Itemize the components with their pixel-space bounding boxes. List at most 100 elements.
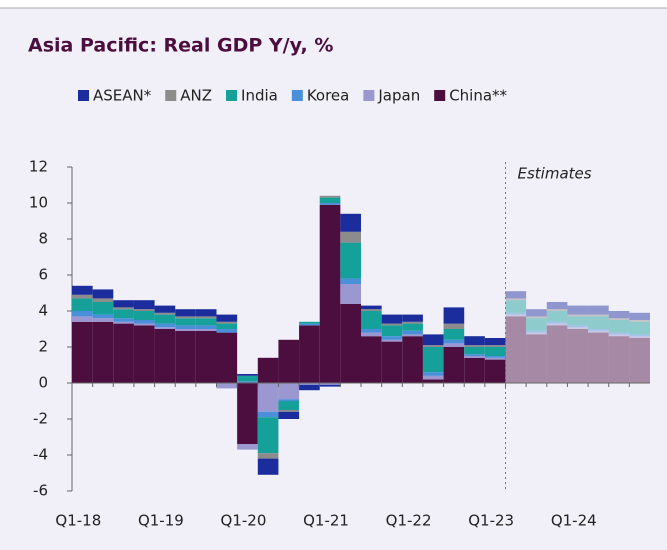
bar-segment bbox=[484, 357, 506, 360]
bar-segment bbox=[257, 453, 279, 459]
bar-segment bbox=[72, 316, 93, 322]
bar-segment bbox=[340, 242, 361, 279]
bar-segment bbox=[422, 334, 444, 346]
bar-segment bbox=[546, 323, 568, 326]
bar-segment bbox=[381, 341, 403, 383]
bar-segment bbox=[92, 298, 114, 302]
bar-segment bbox=[257, 417, 279, 454]
bar-segment bbox=[526, 316, 547, 319]
bar-segment bbox=[257, 357, 279, 383]
bar-segment bbox=[133, 325, 155, 383]
legend-swatch bbox=[165, 90, 177, 101]
bar-segment bbox=[567, 327, 589, 329]
bar-segment bbox=[588, 305, 609, 315]
bar-segment bbox=[237, 383, 258, 445]
bar-segment bbox=[257, 383, 279, 412]
bar-segment bbox=[72, 298, 93, 311]
bar-segment bbox=[278, 399, 300, 401]
bar-segment bbox=[567, 314, 589, 317]
bar-segment bbox=[629, 312, 650, 320]
chart-title: Asia Pacific: Real GDP Y/y, % bbox=[28, 35, 333, 57]
bar-segment bbox=[629, 320, 650, 322]
bar-segment bbox=[546, 302, 568, 310]
bar-segment bbox=[464, 336, 485, 346]
bar-segment bbox=[629, 321, 650, 335]
bar-segment bbox=[464, 357, 485, 383]
bar-segment bbox=[505, 312, 527, 315]
bar-segment bbox=[195, 330, 217, 383]
y-tick-label: 0 bbox=[38, 374, 48, 392]
bar-segment bbox=[72, 311, 93, 317]
bar-segment bbox=[133, 320, 155, 324]
legend-label: China** bbox=[449, 87, 507, 105]
bar-segment bbox=[526, 330, 547, 333]
bar-segment bbox=[319, 203, 341, 205]
bar-segment bbox=[319, 195, 341, 198]
y-tick-label: 6 bbox=[38, 266, 48, 284]
y-tick-label: -4 bbox=[33, 446, 48, 464]
bar-segment bbox=[422, 372, 444, 376]
bar-segment bbox=[526, 334, 547, 383]
y-tick-label: -2 bbox=[33, 410, 48, 428]
bar-segment bbox=[629, 336, 650, 338]
bar-segment bbox=[92, 302, 114, 315]
bar-segment bbox=[526, 332, 547, 335]
bar-segment bbox=[278, 411, 300, 419]
bar-segment bbox=[175, 309, 196, 317]
bar-segment bbox=[154, 329, 176, 383]
bar-segment bbox=[113, 307, 134, 310]
bar-segment bbox=[588, 314, 609, 317]
bar-segment bbox=[588, 316, 609, 329]
bar-segment bbox=[113, 309, 134, 319]
bar-segment bbox=[443, 323, 465, 329]
bar-segment bbox=[402, 336, 423, 383]
bar-segment bbox=[237, 374, 258, 376]
bar-segment bbox=[464, 354, 485, 356]
y-tick-label: 10 bbox=[29, 194, 48, 212]
bar-segment bbox=[113, 321, 134, 324]
bar-segment bbox=[299, 383, 320, 385]
bar-segment bbox=[443, 307, 465, 324]
bar-segment bbox=[278, 401, 300, 410]
bar-segment bbox=[113, 318, 134, 322]
bar-segment bbox=[567, 329, 589, 383]
bar-segment bbox=[340, 278, 361, 284]
bar-segment bbox=[464, 345, 485, 347]
x-tick-label: Q1-18 bbox=[55, 512, 101, 530]
y-tick-label: -6 bbox=[33, 482, 48, 500]
bar-segment bbox=[154, 323, 176, 328]
bar-segment bbox=[422, 375, 444, 380]
bar-segment bbox=[402, 323, 423, 331]
bar-segment bbox=[629, 334, 650, 337]
bar-segment bbox=[464, 356, 485, 358]
legend-swatch bbox=[291, 90, 303, 101]
bar-segment bbox=[299, 325, 320, 383]
bar-segment bbox=[237, 381, 258, 383]
bar-segment bbox=[505, 314, 527, 317]
bar-segment bbox=[546, 311, 568, 322]
bar-segment bbox=[381, 314, 403, 324]
bar-segment bbox=[381, 336, 403, 340]
bar-segment bbox=[340, 284, 361, 304]
bar-segment bbox=[629, 338, 650, 383]
bar-segment bbox=[133, 300, 155, 310]
bar-segment bbox=[113, 300, 134, 308]
bar-segment bbox=[422, 347, 444, 373]
bar-segment bbox=[175, 316, 196, 319]
bar-segment bbox=[72, 321, 93, 383]
bar-segment bbox=[195, 329, 217, 331]
bar-segment bbox=[113, 323, 134, 383]
bar-segment bbox=[175, 330, 196, 383]
bar-segment bbox=[608, 311, 630, 319]
bar-segment bbox=[299, 321, 320, 324]
bar-segment bbox=[361, 305, 382, 310]
bar-segment bbox=[567, 316, 589, 326]
legend-swatch bbox=[434, 90, 446, 101]
bar-segment bbox=[505, 316, 527, 383]
bar-segment bbox=[361, 336, 382, 383]
bar-segment bbox=[216, 383, 238, 389]
bar-segment bbox=[402, 321, 423, 324]
bar-segment bbox=[154, 305, 176, 313]
bar-segment bbox=[216, 329, 238, 333]
